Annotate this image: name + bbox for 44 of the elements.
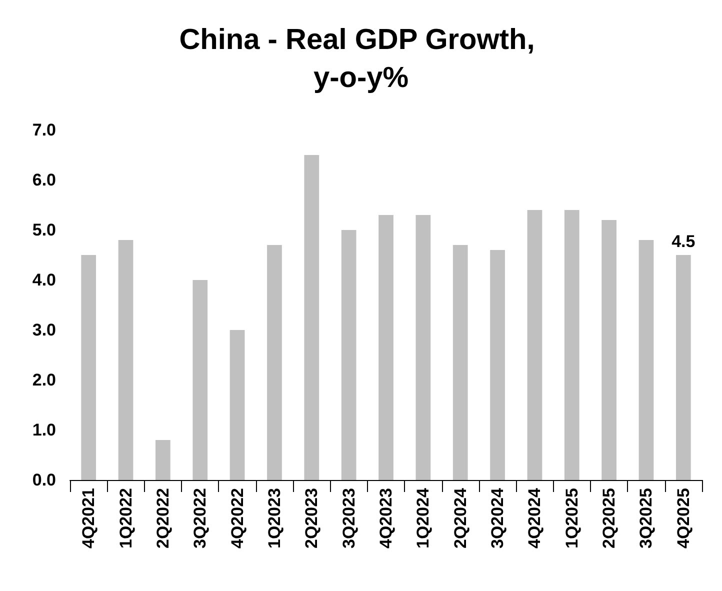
x-tick-label: 2Q2025 bbox=[600, 488, 619, 548]
x-tick-label: 3Q2023 bbox=[339, 488, 358, 548]
bar bbox=[378, 215, 394, 480]
x-tick-label: 4Q2023 bbox=[376, 488, 396, 548]
bar bbox=[527, 210, 542, 480]
bar bbox=[638, 240, 654, 480]
y-tick-label: 5.0 bbox=[32, 220, 56, 240]
y-tick-label: 7.0 bbox=[32, 120, 56, 140]
bar bbox=[564, 210, 580, 480]
x-tick-label: 3Q2025 bbox=[636, 488, 656, 548]
bar bbox=[341, 230, 356, 480]
x-tick-label: 1Q2023 bbox=[264, 488, 284, 548]
y-tick-label: 3.0 bbox=[32, 320, 56, 340]
x-tick-label: 3Q2024 bbox=[488, 487, 508, 548]
y-tick-label: 2.0 bbox=[32, 370, 56, 390]
x-tick-label: 4Q2024 bbox=[525, 487, 544, 548]
y-tick-label: 4.0 bbox=[32, 270, 56, 290]
bar bbox=[192, 280, 208, 480]
bar bbox=[304, 155, 320, 480]
bar bbox=[602, 220, 616, 480]
x-tick-label: 4Q2022 bbox=[228, 488, 247, 548]
bar bbox=[267, 245, 282, 480]
chart-title: China - Real GDP Growth, y-o-y% bbox=[179, 24, 543, 94]
bar bbox=[416, 215, 431, 480]
bar bbox=[490, 250, 505, 480]
bar bbox=[452, 245, 468, 480]
x-tick-label: 1Q2025 bbox=[562, 488, 582, 548]
y-tick-label: 1.0 bbox=[32, 420, 56, 440]
bar bbox=[81, 255, 96, 480]
bar bbox=[118, 240, 134, 480]
bar bbox=[676, 255, 691, 480]
bar bbox=[156, 440, 170, 480]
x-tick-label: 4Q2021 bbox=[79, 488, 98, 548]
y-tick-label: 6.0 bbox=[32, 170, 56, 190]
x-tick-label: 2Q2024 bbox=[450, 487, 470, 548]
x-tick-label: 1Q2024 bbox=[414, 487, 433, 548]
bar bbox=[230, 330, 245, 480]
x-tick-label: 2Q2023 bbox=[302, 488, 322, 548]
x-tick-label: 1Q2022 bbox=[116, 488, 136, 548]
x-tick-label: 3Q2022 bbox=[190, 488, 210, 548]
x-tick-label: 4Q2025 bbox=[674, 488, 693, 548]
y-tick-label: 0.0 bbox=[32, 470, 56, 490]
x-tick-label: 2Q2022 bbox=[153, 488, 172, 548]
data-label: 4.5 bbox=[672, 232, 696, 251]
